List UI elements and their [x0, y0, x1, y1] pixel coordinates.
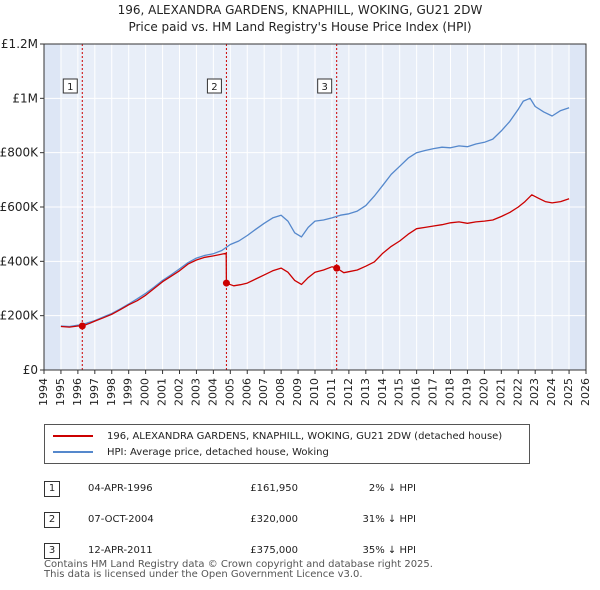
sale-point [333, 264, 341, 272]
plot-border [43, 43, 587, 371]
x-tick-label: 1998 [105, 378, 118, 406]
x-tick-label: 2009 [291, 378, 304, 406]
x-tick-label: 2006 [240, 378, 253, 406]
x-tick-label: 2002 [173, 378, 186, 406]
y-tick-label: £1M [12, 91, 38, 105]
sale-row: 3 12-APR-2011 £375,000 35% ↓ HPI [44, 535, 416, 566]
legend-label-hpi: HPI: Average price, detached house, Woki… [107, 446, 329, 458]
x-tick-label: 1997 [88, 378, 101, 406]
sale-price: £375,000 [250, 545, 298, 556]
x-tick-label: 2008 [274, 378, 287, 406]
series-line-hpi [60, 97, 570, 328]
y-tick-label: £1.2M [1, 37, 38, 51]
x-tick-label: 2020 [477, 378, 490, 406]
sale-point [78, 322, 86, 330]
x-tick-label: 1999 [122, 378, 135, 406]
x-tick-label: 2001 [156, 378, 169, 406]
x-tick-label: 2014 [376, 378, 389, 406]
sale-label: 1 [67, 82, 73, 93]
y-tick-label: £400K [0, 254, 39, 268]
x-tick-label: 2024 [545, 378, 558, 406]
y-tick-label: £600K [0, 200, 39, 214]
x-tick-label: 2018 [444, 378, 457, 406]
x-tick-label: 2013 [359, 378, 372, 406]
x-tick-label: 2004 [206, 378, 219, 406]
x-tick-label: 2015 [393, 378, 406, 406]
legend-item-hpi: HPI: Average price, detached house, Woki… [53, 445, 329, 459]
x-tick-label: 2026 [579, 378, 592, 406]
sale-date: 04-APR-1996 [88, 483, 153, 494]
chart-title: 196, ALEXANDRA GARDENS, KNAPHILL, WOKING… [117, 3, 483, 17]
sale-number-badge: 1 [44, 480, 60, 497]
sale-price: £320,000 [250, 514, 298, 525]
x-tick-label: 1994 [37, 378, 50, 406]
sale-number-badge: 3 [44, 542, 60, 559]
sale-label: 3 [321, 82, 327, 93]
x-tick-label: 2022 [511, 378, 524, 406]
x-tick-label: 2010 [308, 378, 321, 406]
sale-hpi-diff: 2% ↓ HPI [368, 483, 416, 494]
footer-licence: This data is licensed under the Open Gov… [44, 569, 363, 580]
legend-swatch-red [53, 435, 93, 437]
sale-point [222, 279, 230, 287]
sale-date: 12-APR-2011 [88, 545, 153, 556]
x-tick-label: 2000 [139, 378, 152, 406]
legend: 196, ALEXANDRA GARDENS, KNAPHILL, WOKING… [44, 424, 530, 464]
y-tick-label: £800K [0, 146, 39, 160]
x-tick-label: 1995 [54, 378, 67, 406]
legend-item-property: 196, ALEXANDRA GARDENS, KNAPHILL, WOKING… [53, 429, 502, 443]
sale-date: 07-OCT-2004 [88, 514, 154, 525]
x-tick-label: 2005 [223, 378, 236, 406]
sale-label-box [317, 78, 333, 94]
sale-number-badge: 2 [44, 511, 60, 528]
y-tick-label: £200K [0, 309, 39, 323]
x-tick-label: 2007 [257, 378, 270, 406]
x-tick-label: 2025 [562, 378, 575, 406]
series-line-property [60, 194, 570, 328]
x-tick-label: 2011 [325, 378, 338, 406]
footer: Contains HM Land Registry data © Crown c… [44, 560, 433, 580]
x-tick-label: 2019 [460, 378, 473, 406]
sale-hpi-diff: 31% ↓ HPI [362, 514, 416, 525]
sale-label-box [206, 78, 222, 94]
x-tick-label: 2003 [189, 378, 202, 406]
legend-swatch-blue [53, 451, 93, 453]
sale-row: 2 07-OCT-2004 £320,000 31% ↓ HPI [44, 504, 416, 535]
y-tick-label: £0 [23, 363, 38, 377]
legend-label-property: 196, ALEXANDRA GARDENS, KNAPHILL, WOKING… [107, 430, 503, 442]
chart-subtitle: Price paid vs. HM Land Registry's House … [128, 20, 472, 34]
x-tick-label: 1996 [71, 378, 84, 406]
x-tick-label: 2021 [494, 378, 507, 406]
sale-hpi-diff: 35% ↓ HPI [362, 545, 416, 556]
sales-table: 1 04-APR-1996 £161,950 2% ↓ HPI 2 07-OCT-2004… [44, 473, 416, 566]
x-tick-label: 2016 [410, 378, 423, 406]
sale-row: 1 04-APR-1996 £161,950 2% ↓ HPI [44, 473, 416, 504]
x-tick-label: 2023 [528, 378, 541, 406]
x-tick-label: 2012 [342, 378, 355, 406]
sale-label: 2 [211, 82, 217, 93]
price-chart: 1 2 3 £0 £200K £400K £600K £800K £1M £1.2M 1994 19… [0, 37, 592, 406]
footer-copyright: Contains HM Land Registry data © Crown c… [44, 559, 433, 570]
sale-price: £161,950 [250, 483, 298, 494]
sale-label-box [62, 78, 78, 94]
x-tick-label: 2017 [427, 378, 440, 406]
